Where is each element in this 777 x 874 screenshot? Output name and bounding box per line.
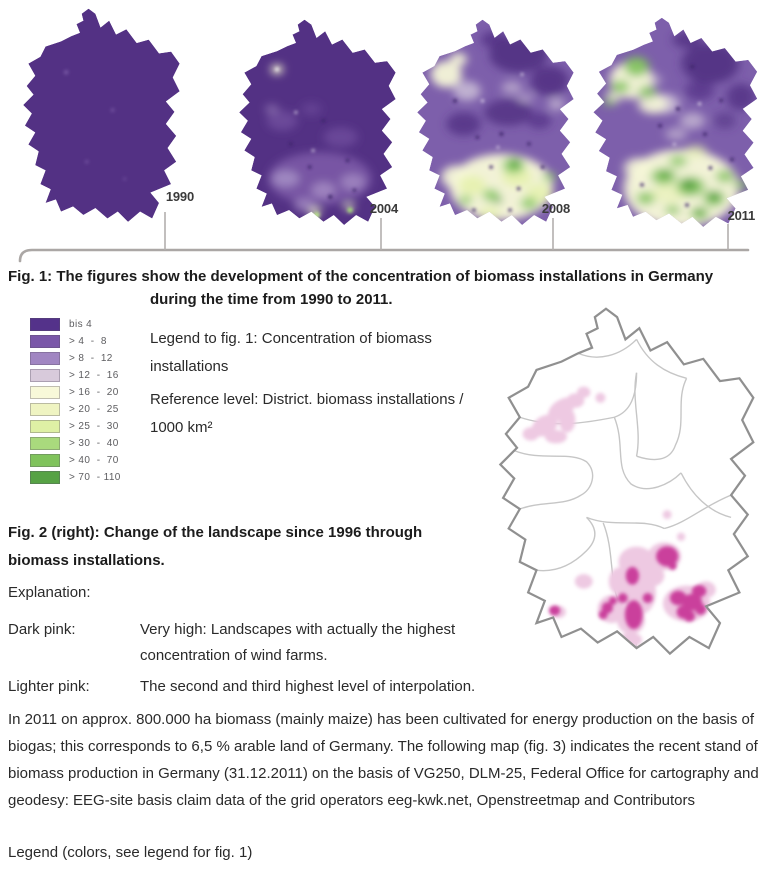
fig1-caption: Fig. 1: The figures show the development… (8, 266, 773, 311)
fig3-legend-note: Legend (colors, see legend for fig. 1) (8, 844, 253, 861)
map-year-label: 2011 (727, 208, 756, 223)
legend-row: > 25 - 30 (30, 420, 121, 433)
legend-row: > 12 - 16 (30, 369, 121, 382)
legend-swatch (30, 335, 60, 348)
legend-label: > 8 - 12 (69, 353, 113, 364)
germany-map-1990: 1990 (18, 6, 194, 228)
fig2-caption: Fig. 2 (right): Change of the landscape … (8, 524, 423, 569)
legend-row: > 8 - 12 (30, 352, 121, 365)
definition-term: Dark pink: (8, 621, 76, 638)
germany-map-2008: 2008 (412, 18, 584, 230)
legend-swatch (30, 386, 60, 399)
definition-text: The second and third highest level of in… (140, 678, 476, 695)
explanation-heading: Explanation: (8, 584, 91, 601)
germany-map-2004: 2004 (234, 18, 406, 230)
legend-swatch (30, 369, 60, 382)
legend-swatch (30, 403, 60, 416)
legend-row: > 70 - 110 (30, 471, 121, 484)
definition-lighter-pink: Lighter pink: The second and third highe… (8, 674, 580, 700)
definition-term: Lighter pink: (8, 678, 90, 695)
germany-map-fig2 (492, 306, 770, 662)
legend-row: > 20 - 25 (30, 403, 121, 416)
legend-label: > 40 - 70 (69, 455, 119, 466)
legend-label: > 30 - 40 (69, 438, 119, 449)
fig1-legend: bis 4 > 4 - 8 > 8 - 12 > 12 - 16 > 16 - … (30, 318, 121, 488)
definition-text: Very high: Landscapes with actually the … (140, 621, 456, 665)
body-paragraph: In 2011 on approx. 800.000 ha biomass (m… (8, 711, 759, 809)
legend-label: > 4 - 8 (69, 336, 107, 347)
legend-row: > 40 - 70 (30, 454, 121, 467)
fig1-legend-title: Legend to fig. 1: Concentration of bioma… (150, 330, 432, 375)
legend-row: > 4 - 8 (30, 335, 121, 348)
fig1-caption-line1: Fig. 1: The figures show the development… (8, 268, 714, 285)
legend-label: > 70 - 110 (69, 472, 121, 483)
timeline (18, 212, 750, 263)
legend-swatch (30, 420, 60, 433)
legend-swatch (30, 454, 60, 467)
legend-label: > 12 - 16 (69, 370, 119, 381)
legend-swatch (30, 471, 60, 484)
map-year-label: 1990 (165, 189, 194, 204)
legend-label: > 25 - 30 (69, 421, 119, 432)
dark-pink-areas (548, 546, 707, 630)
legend-swatch (30, 352, 60, 365)
legend-swatch (30, 437, 60, 450)
legend-row: bis 4 (30, 318, 121, 331)
map-year-label: 2004 (369, 201, 398, 216)
legend-row: > 30 - 40 (30, 437, 121, 450)
fig1-caption-line2: during the time from 1990 to 2011. (150, 290, 393, 308)
legend-label: bis 4 (69, 319, 93, 330)
legend-label: > 16 - 20 (69, 387, 119, 398)
legend-swatch (30, 318, 60, 331)
fig1-reference-note: Reference level: District. biomass insta… (150, 391, 464, 436)
legend-row: > 16 - 20 (30, 386, 121, 399)
definition-dark-pink: Dark pink: Very high: Landscapes with ac… (8, 617, 480, 670)
germany-map-2011: 2011 (588, 16, 768, 232)
map-year-label: 2008 (541, 201, 570, 216)
legend-label: > 20 - 25 (69, 404, 119, 415)
